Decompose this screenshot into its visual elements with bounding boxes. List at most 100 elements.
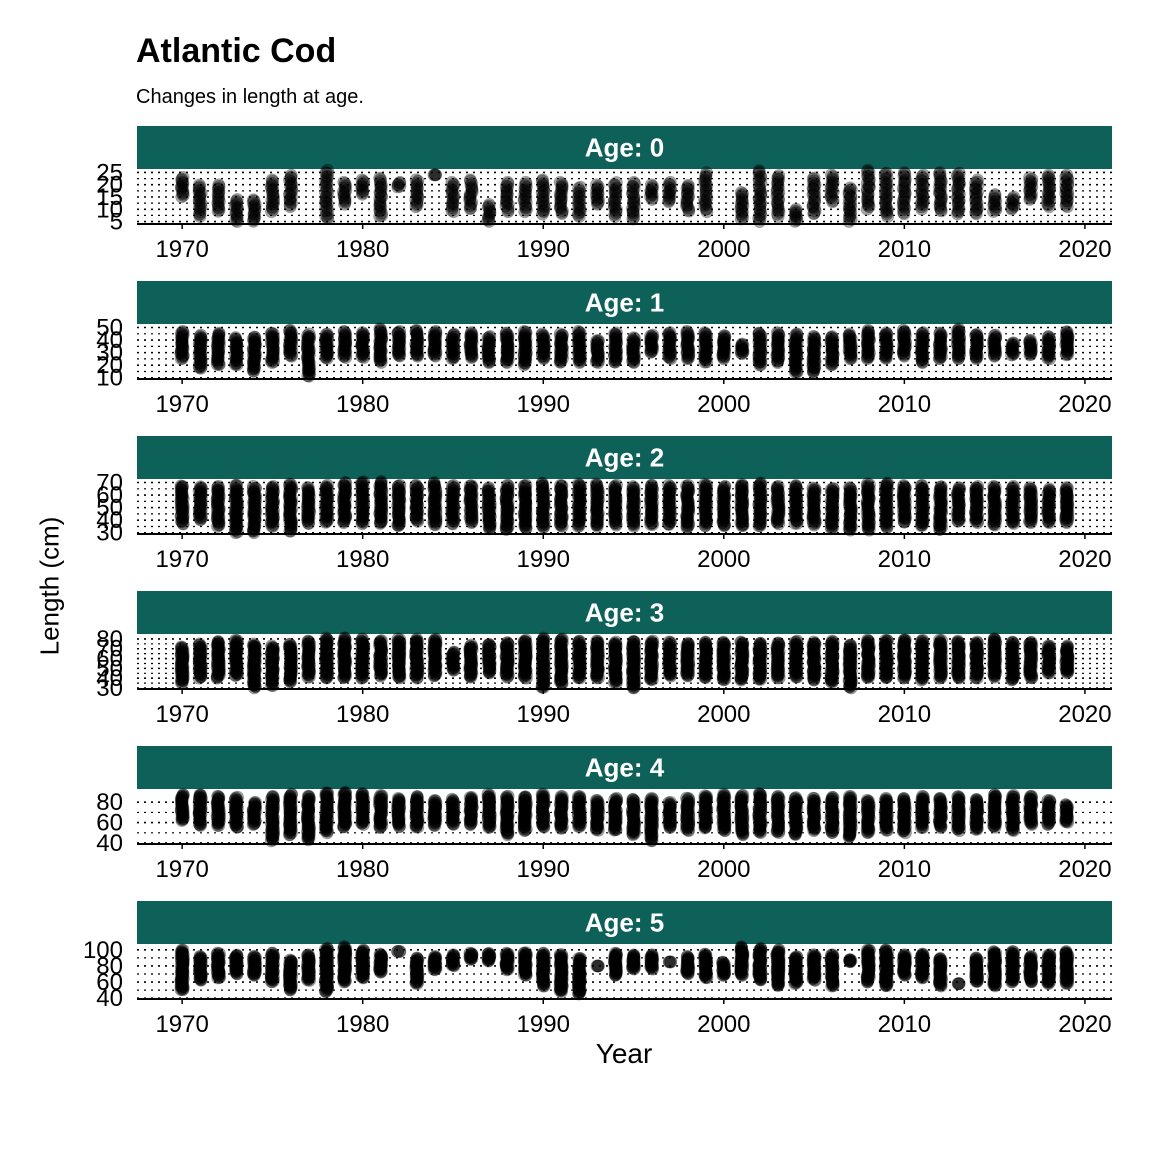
data-point — [193, 202, 207, 216]
data-point — [463, 190, 477, 204]
data-point — [320, 197, 334, 211]
data-point — [284, 175, 298, 188]
data-point — [410, 185, 424, 199]
data-point — [446, 191, 460, 204]
data-point — [374, 201, 388, 214]
data-point — [537, 181, 551, 195]
data-point — [247, 200, 261, 214]
data-point — [555, 192, 568, 206]
data-point — [881, 476, 894, 490]
data-point — [319, 193, 333, 206]
data-point — [914, 479, 928, 493]
data-point — [231, 202, 244, 216]
data-point — [536, 207, 549, 221]
data-point — [463, 199, 477, 213]
data-point — [519, 201, 533, 215]
data-point — [680, 324, 694, 338]
data-point — [483, 207, 497, 220]
x-tick-label: 1990 — [517, 546, 570, 573]
data-point — [337, 190, 351, 204]
data-point — [338, 191, 352, 205]
data-point — [409, 193, 423, 207]
data-point — [717, 329, 731, 342]
data-point — [916, 326, 930, 339]
data-point — [248, 198, 262, 211]
x-tick-label: 2010 — [878, 546, 931, 573]
data-point — [517, 324, 531, 338]
data-point — [555, 182, 569, 195]
data-point — [770, 326, 784, 339]
data-point — [211, 204, 225, 218]
data-point — [212, 182, 225, 195]
data-point — [212, 178, 226, 192]
data-point — [482, 197, 496, 211]
data-point — [933, 326, 947, 340]
data-point — [499, 326, 513, 340]
data-point — [465, 195, 479, 209]
data-point — [247, 213, 261, 227]
data-point — [283, 198, 297, 212]
data-point — [537, 185, 551, 198]
data-point — [519, 196, 533, 209]
data-point — [285, 185, 298, 199]
data-point — [465, 180, 479, 194]
data-point — [194, 480, 207, 493]
data-point — [518, 205, 532, 219]
data-point — [501, 197, 515, 211]
data-point — [320, 327, 334, 341]
data-point — [627, 331, 641, 345]
data-point — [483, 204, 497, 218]
data-point — [356, 186, 370, 200]
data-point — [193, 180, 207, 194]
data-point — [391, 180, 405, 194]
data-point — [193, 637, 206, 651]
data-point — [265, 201, 279, 215]
data-point — [536, 179, 550, 193]
data-point — [465, 185, 479, 199]
data-point — [319, 170, 333, 184]
data-point — [518, 183, 532, 196]
data-point — [429, 168, 443, 182]
data-point — [861, 163, 875, 177]
data-point — [553, 199, 567, 213]
x-tick-label: 2020 — [1058, 391, 1111, 418]
y-tick-label: 25 — [96, 159, 123, 186]
data-point — [228, 199, 242, 213]
data-point — [410, 179, 424, 193]
facet-strip-label: Age: 1 — [585, 288, 664, 318]
data-point — [339, 184, 353, 197]
data-point — [320, 172, 334, 186]
data-point — [175, 190, 189, 204]
data-point — [320, 201, 334, 215]
data-point — [501, 203, 515, 217]
data-point — [192, 181, 206, 195]
data-point — [409, 478, 423, 492]
data-point — [283, 193, 297, 207]
data-point — [266, 479, 280, 493]
data-point — [952, 166, 966, 180]
data-point — [319, 186, 332, 199]
data-point — [500, 189, 513, 203]
x-tick-label: 2000 — [697, 546, 750, 573]
data-point — [211, 200, 225, 214]
data-point — [336, 185, 350, 199]
data-point — [518, 188, 532, 201]
data-point — [355, 179, 368, 193]
data-point — [193, 207, 207, 221]
data-point — [283, 179, 297, 193]
data-point — [537, 203, 551, 216]
data-point — [339, 178, 352, 192]
data-point — [337, 188, 351, 202]
data-point — [465, 183, 479, 197]
data-point — [1007, 479, 1020, 493]
data-point — [501, 175, 515, 189]
data-point — [463, 194, 477, 207]
data-point — [409, 173, 423, 187]
x-tick-label: 2010 — [878, 391, 931, 418]
data-point — [320, 181, 334, 195]
data-point — [230, 634, 244, 648]
data-point — [375, 474, 388, 488]
data-point — [373, 177, 387, 190]
data-point — [192, 208, 206, 221]
data-point — [825, 329, 839, 343]
